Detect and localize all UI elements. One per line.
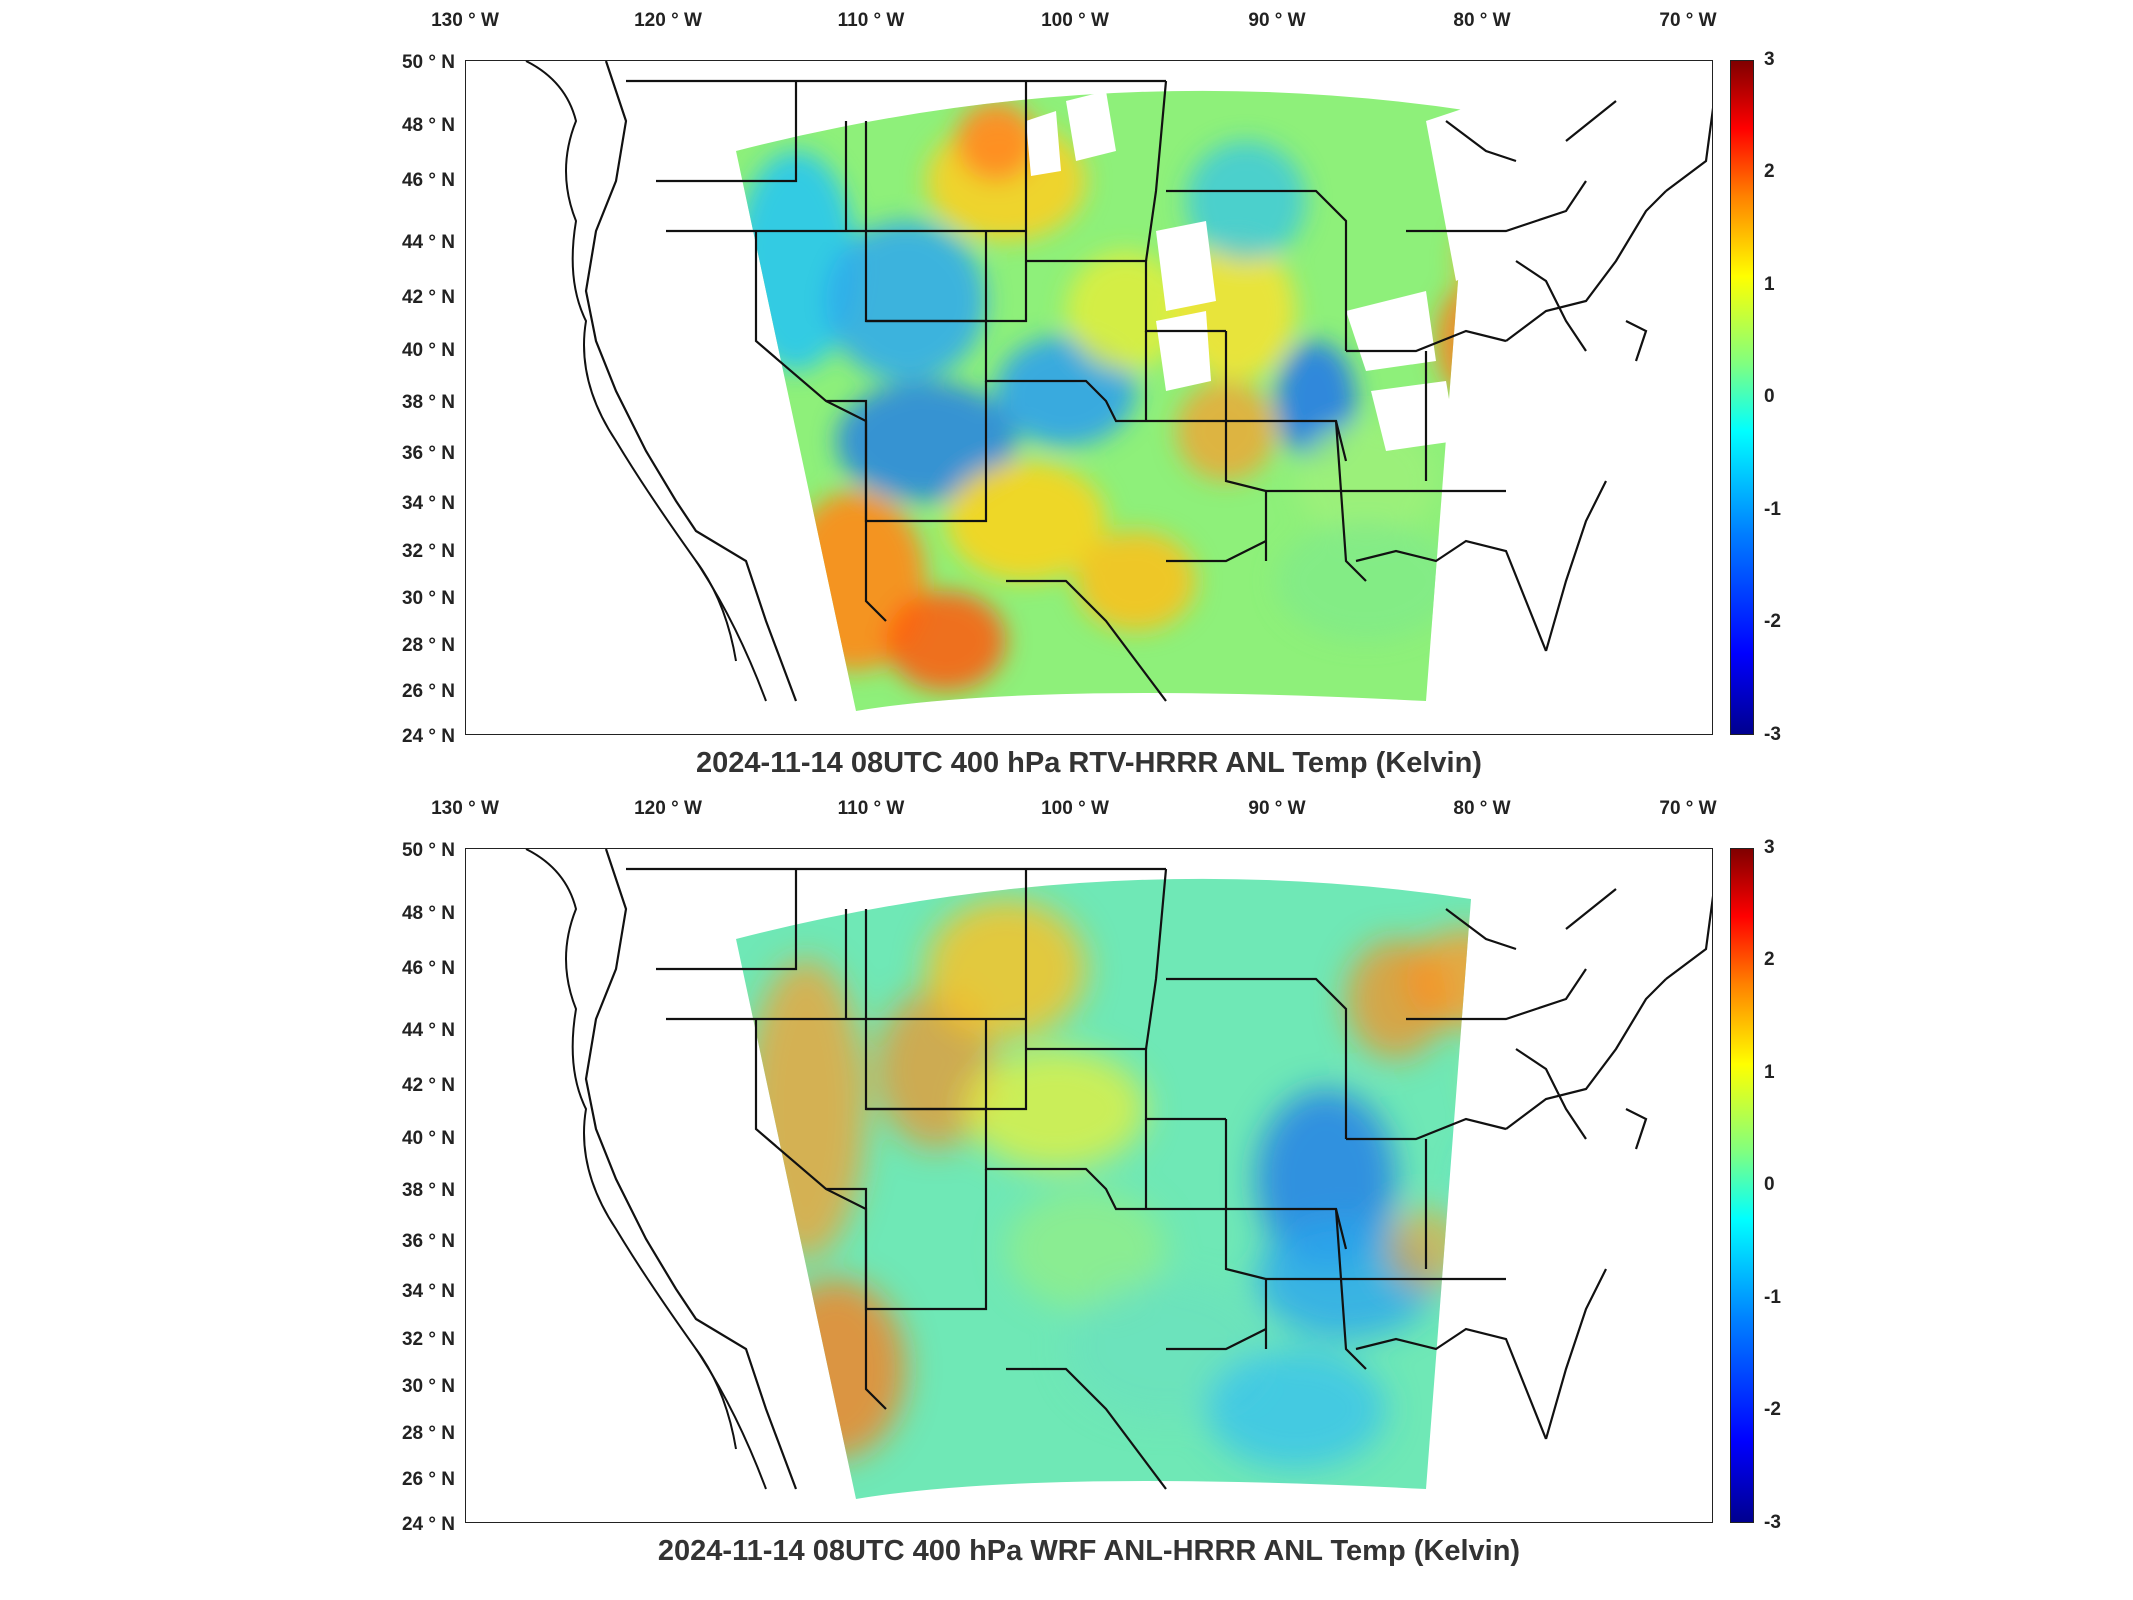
colorbar-tick: -3	[1764, 724, 1781, 745]
map-svg	[525, 849, 1712, 1500]
colorbar-tick: 0	[1764, 386, 1775, 407]
lat-label: 26 ° N	[401, 1469, 455, 1490]
colorbar-tick: -1	[1764, 499, 1781, 520]
lon-label: 130 ° W	[431, 798, 499, 819]
colorbar-tick: 2	[1764, 949, 1775, 970]
lon-label: 100 ° W	[1041, 798, 1109, 819]
colorbar-tick: 3	[1764, 49, 1775, 70]
lat-label: 36 ° N	[401, 1231, 455, 1252]
map-title: 2024-11-14 08UTC 400 hPa RTV-HRRR ANL Te…	[696, 747, 1482, 779]
colorbar-tick: 3	[1764, 837, 1775, 858]
lat-label: 30 ° N	[401, 588, 455, 609]
lat-label: 24 ° N	[401, 726, 455, 747]
colorbar-tick: -2	[1764, 1399, 1781, 1420]
lat-label: 50 ° N	[401, 52, 455, 73]
colorbar-tick: -2	[1764, 611, 1781, 632]
lon-label: 70 ° W	[1659, 10, 1717, 31]
lon-label: 120 ° W	[634, 10, 702, 31]
map-svg	[525, 61, 1712, 712]
lat-label: 40 ° N	[401, 1128, 455, 1149]
lat-label: 38 ° N	[401, 392, 455, 413]
colorbar-tick: -3	[1764, 1512, 1781, 1533]
lat-label: 32 ° N	[401, 1329, 455, 1350]
colorbar-tick: -1	[1764, 1287, 1781, 1308]
coastline-west	[525, 849, 767, 1490]
lon-label: 130 ° W	[431, 10, 499, 31]
lat-label: 28 ° N	[401, 635, 455, 656]
lat-label: 42 ° N	[401, 287, 455, 308]
colorbar	[1730, 848, 1754, 1523]
lat-label: 46 ° N	[401, 170, 455, 191]
colorbar-tick: 1	[1764, 1062, 1775, 1083]
lat-label: 48 ° N	[401, 115, 455, 136]
lat-label: 46 ° N	[401, 958, 455, 979]
lat-label: 44 ° N	[401, 232, 455, 253]
lon-label: 70 ° W	[1659, 798, 1717, 819]
lat-label: 40 ° N	[401, 340, 455, 361]
map-plot-area	[465, 848, 1713, 1523]
colorbar-tick: 1	[1764, 274, 1775, 295]
colorbar-tick: 0	[1764, 1174, 1775, 1195]
state-borders	[584, 849, 1712, 1490]
lat-label: 34 ° N	[401, 1281, 455, 1302]
coastline-west	[525, 61, 767, 702]
temperature-field	[736, 90, 1471, 712]
temperature-field	[736, 878, 1471, 1500]
colorbar	[1730, 60, 1754, 735]
lon-label: 90 ° W	[1248, 10, 1306, 31]
lat-label: 26 ° N	[401, 681, 455, 702]
lon-label: 120 ° W	[634, 798, 702, 819]
lat-label: 48 ° N	[401, 903, 455, 924]
map-plot-area	[465, 60, 1713, 735]
lat-label: 24 ° N	[401, 1514, 455, 1535]
lat-label: 34 ° N	[401, 493, 455, 514]
lat-label: 36 ° N	[401, 443, 455, 464]
state-borders	[584, 61, 1712, 702]
lon-label: 80 ° W	[1453, 10, 1511, 31]
lat-label: 32 ° N	[401, 541, 455, 562]
lon-label: 110 ° W	[837, 10, 905, 31]
lon-label: 110 ° W	[837, 798, 905, 819]
lon-label: 80 ° W	[1453, 798, 1511, 819]
lat-label: 38 ° N	[401, 1180, 455, 1201]
lat-label: 44 ° N	[401, 1020, 455, 1041]
lat-label: 50 ° N	[401, 840, 455, 861]
lat-label: 30 ° N	[401, 1376, 455, 1397]
map-title: 2024-11-14 08UTC 400 hPa WRF ANL-HRRR AN…	[657, 1535, 1521, 1567]
lat-label: 42 ° N	[401, 1075, 455, 1096]
lon-label: 100 ° W	[1041, 10, 1109, 31]
lon-label: 90 ° W	[1248, 798, 1306, 819]
colorbar-tick: 2	[1764, 161, 1775, 182]
lat-label: 28 ° N	[401, 1423, 455, 1444]
